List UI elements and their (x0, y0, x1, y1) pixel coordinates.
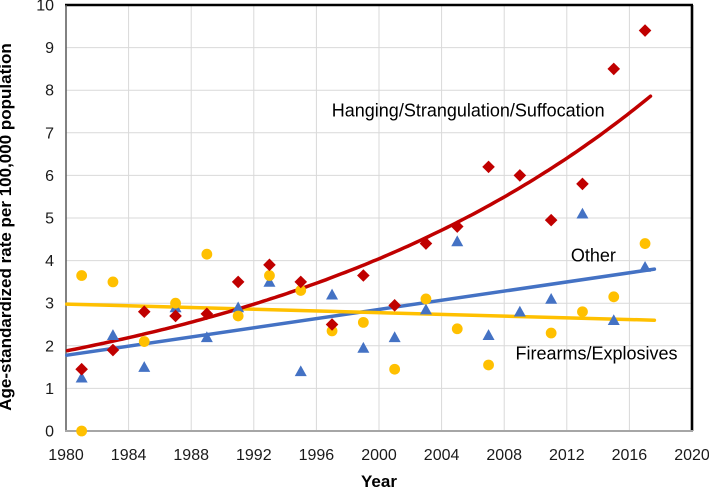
marker-firearms-explosives (357, 316, 369, 328)
marker-hanging-strangulation-suffocation (231, 275, 245, 289)
marker-other (326, 288, 339, 300)
marker-firearms-explosives (545, 327, 557, 339)
x-tick-label: 2012 (549, 447, 585, 464)
marker-other (576, 207, 589, 219)
y-tick-label: 10 (36, 0, 54, 15)
plot-borders (65, 3, 694, 432)
marker-hanging-strangulation-suffocation (482, 160, 495, 174)
y-tick-label: 9 (45, 40, 54, 57)
marker-hanging-strangulation-suffocation (638, 24, 652, 37)
x-tick-label: 1996 (299, 447, 335, 464)
axis-tick-labels: 1980 1984 1988 1992 1996 2000 2004 2008 2012 2016… (36, 0, 709, 464)
series-label-hanging-strangulation-suffocation: Hanging/Strangulation/Suffocation (332, 101, 605, 121)
marker-other (419, 303, 432, 315)
marker-firearms-explosives (326, 325, 338, 337)
marker-firearms-explosives (608, 291, 620, 303)
marker-hanging-strangulation-suffocation (294, 275, 308, 289)
marker-other (388, 331, 401, 343)
marker-hanging-strangulation-suffocation (325, 318, 339, 331)
marker-hanging-strangulation-suffocation (419, 237, 433, 250)
marker-firearms-explosives (451, 323, 463, 335)
marker-hanging-strangulation-suffocation (106, 343, 120, 357)
trendline-firearms-explosives (65, 302, 657, 322)
marker-firearms-explosives (232, 310, 244, 322)
marker-firearms-explosives (76, 425, 88, 437)
y-tick-label: 1 (45, 381, 54, 398)
data-markers (75, 24, 652, 437)
marker-hanging-strangulation-suffocation (388, 299, 401, 312)
series-labels: Other Firearms/Explosives Hanging/Strangul… (332, 101, 678, 364)
marker-hanging-strangulation-suffocation (544, 213, 558, 227)
x-tick-label: 1980 (48, 447, 84, 464)
marker-hanging-strangulation-suffocation (263, 258, 276, 272)
marker-hanging-strangulation-suffocation (607, 62, 621, 76)
x-tick-label: 1992 (236, 447, 272, 464)
y-tick-label: 2 (45, 338, 54, 355)
marker-other (75, 371, 88, 383)
marker-other (357, 341, 370, 353)
marker-firearms-explosives (201, 248, 213, 260)
trendline-hanging-strangulation-suffocation (65, 94, 653, 353)
marker-hanging-strangulation-suffocation (200, 307, 214, 321)
marker-other (106, 329, 119, 340)
marker-hanging-strangulation-suffocation (75, 362, 88, 376)
x-tick-label: 2020 (674, 447, 709, 464)
marker-firearms-explosives (170, 297, 181, 309)
marker-other (545, 292, 558, 304)
marker-firearms-explosives (389, 363, 401, 375)
series-label-other: Other (571, 245, 616, 265)
marker-firearms-explosives (264, 270, 275, 281)
y-tick-label: 5 (45, 211, 54, 228)
marker-other (294, 365, 307, 377)
marker-hanging-strangulation-suffocation (450, 220, 464, 233)
y-tick-label: 4 (45, 253, 54, 270)
marker-other (607, 314, 620, 326)
x-tick-label: 2008 (486, 447, 522, 464)
marker-other (482, 329, 495, 340)
x-tick-label: 1988 (173, 447, 209, 464)
marker-hanging-strangulation-suffocation (357, 269, 370, 282)
y-tick-label: 6 (45, 168, 54, 185)
marker-hanging-strangulation-suffocation (169, 309, 182, 323)
marker-firearms-explosives (107, 276, 119, 288)
trend-lines (65, 94, 657, 357)
marker-firearms-explosives (639, 238, 651, 249)
marker-other (263, 275, 276, 287)
y-tick-label: 7 (45, 125, 54, 142)
marker-firearms-explosives (138, 336, 150, 347)
y-axis-title: Age-standardized rate per 100,000 popula… (0, 43, 15, 410)
marker-hanging-strangulation-suffocation (576, 177, 589, 191)
marker-other (513, 305, 526, 317)
marker-other (639, 260, 652, 272)
x-tick-label: 2016 (612, 447, 648, 464)
gridlines (66, 5, 692, 431)
marker-firearms-explosives (483, 359, 494, 371)
x-tick-label: 2000 (361, 447, 397, 464)
marker-other (200, 331, 213, 343)
series-label-firearms-explosives: Firearms/Explosives (516, 343, 678, 363)
marker-other (451, 235, 464, 247)
x-axis-title: Year (361, 472, 397, 491)
marker-hanging-strangulation-suffocation (137, 305, 151, 319)
marker-firearms-explosives (76, 270, 88, 281)
marker-other (138, 361, 151, 372)
marker-firearms-explosives (420, 293, 432, 305)
y-tick-label: 8 (45, 83, 54, 100)
marker-hanging-strangulation-suffocation (513, 169, 527, 182)
x-tick-label: 1984 (111, 447, 147, 464)
marker-other (232, 301, 245, 313)
y-tick-label: 3 (45, 296, 54, 313)
y-tick-label: 0 (45, 424, 54, 441)
marker-firearms-explosives (295, 285, 307, 296)
x-tick-label: 2004 (424, 447, 460, 464)
marker-firearms-explosives (577, 306, 588, 318)
